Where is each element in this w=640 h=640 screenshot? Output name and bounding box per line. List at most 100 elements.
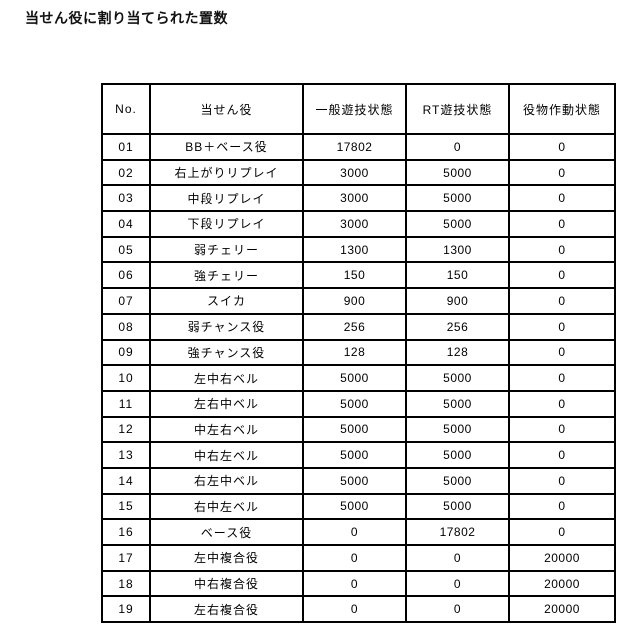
- cell-general: 0: [302, 518, 407, 546]
- table-row: 05 弱チェリー 1300 1300 0: [101, 235, 616, 264]
- cell-no: 14: [101, 466, 151, 495]
- cell-device: 0: [508, 184, 616, 213]
- cell-device: 0: [508, 441, 616, 469]
- table-row: 16 ベース役 0 17802 0: [101, 518, 616, 546]
- column-header-device: 役物作動状態: [508, 83, 616, 135]
- cell-general: 5000: [302, 492, 407, 521]
- cell-no: 09: [101, 338, 151, 367]
- cell-general: 5000: [302, 415, 407, 444]
- cell-device: 20000: [508, 544, 616, 572]
- cell-rt: 5000: [405, 492, 510, 521]
- cell-no: 06: [101, 261, 151, 290]
- cell-general: 900: [302, 287, 407, 315]
- table-row: 11 左右中ベル 5000 5000 0: [101, 389, 616, 418]
- cell-general: 256: [302, 312, 407, 341]
- cell-rt: 0: [405, 595, 510, 624]
- cell-general: 128: [302, 338, 407, 367]
- cell-no: 12: [101, 415, 151, 444]
- cell-rt: 5000: [405, 441, 510, 469]
- cell-no: 08: [101, 312, 151, 341]
- cell-no: 16: [101, 518, 151, 546]
- table-row: 17 左中複合役 0 0 20000: [101, 544, 616, 572]
- cell-role: ベース役: [149, 518, 304, 546]
- cell-general: 17802: [302, 133, 407, 161]
- cell-device: 0: [508, 210, 616, 238]
- cell-role: 強チャンス役: [149, 338, 304, 367]
- cell-role: 左右複合役: [149, 595, 304, 624]
- table-header-row: No. 当せん役 一般遊技状態 RT遊技状態 役物作動状態: [101, 83, 616, 135]
- cell-role: 右中左ベル: [149, 492, 304, 521]
- cell-rt: 5000: [405, 466, 510, 495]
- cell-general: 0: [302, 595, 407, 624]
- allocation-table: No. 当せん役 一般遊技状態 RT遊技状態 役物作動状態 01 BB＋ベース役 1…: [101, 83, 616, 624]
- cell-rt: 256: [405, 312, 510, 341]
- cell-general: 3000: [302, 210, 407, 238]
- cell-role: BB＋ベース役: [149, 133, 304, 161]
- cell-rt: 0: [405, 544, 510, 572]
- cell-role: 中右左ベル: [149, 441, 304, 469]
- cell-device: 0: [508, 466, 616, 495]
- cell-general: 3000: [302, 184, 407, 213]
- cell-device: 0: [508, 364, 616, 392]
- cell-role: 左中右ベル: [149, 364, 304, 392]
- cell-role: 弱チェリー: [149, 235, 304, 264]
- cell-general: 1300: [302, 235, 407, 264]
- cell-role: 中左右ベル: [149, 415, 304, 444]
- cell-rt: 5000: [405, 184, 510, 213]
- cell-no: 13: [101, 441, 151, 469]
- cell-general: 5000: [302, 364, 407, 392]
- cell-general: 5000: [302, 389, 407, 418]
- cell-no: 19: [101, 595, 151, 624]
- cell-device: 0: [508, 287, 616, 315]
- cell-role: 下段リプレイ: [149, 210, 304, 238]
- cell-no: 15: [101, 492, 151, 521]
- cell-rt: 17802: [405, 518, 510, 546]
- cell-device: 0: [508, 235, 616, 264]
- cell-general: 3000: [302, 158, 407, 187]
- page-title: 当せん役に割り当てられた置数: [25, 10, 228, 26]
- cell-role: 中段リプレイ: [149, 184, 304, 213]
- cell-general: 5000: [302, 441, 407, 469]
- table-row: 14 右左中ベル 5000 5000 0: [101, 466, 616, 495]
- cell-no: 04: [101, 210, 151, 238]
- table-row: 15 右中左ベル 5000 5000 0: [101, 492, 616, 521]
- cell-rt: 0: [405, 133, 510, 161]
- cell-rt: 128: [405, 338, 510, 367]
- table-row: 18 中右複合役 0 0 20000: [101, 569, 616, 598]
- cell-general: 5000: [302, 466, 407, 495]
- table-row: 03 中段リプレイ 3000 5000 0: [101, 184, 616, 213]
- table-row: 01 BB＋ベース役 17802 0 0: [101, 133, 616, 161]
- table-row: 10 左中右ベル 5000 5000 0: [101, 364, 616, 392]
- cell-device: 0: [508, 518, 616, 546]
- cell-role: スイカ: [149, 287, 304, 315]
- cell-no: 02: [101, 158, 151, 187]
- cell-rt: 900: [405, 287, 510, 315]
- cell-device: 0: [508, 158, 616, 187]
- cell-device: 0: [508, 312, 616, 341]
- table-row: 04 下段リプレイ 3000 5000 0: [101, 210, 616, 238]
- table-row: 02 右上がりリプレイ 3000 5000 0: [101, 158, 616, 187]
- table-body: 01 BB＋ベース役 17802 0 0 02 右上がりリプレイ 3000 5000 0 03 中段リ…: [101, 133, 616, 624]
- cell-rt: 1300: [405, 235, 510, 264]
- cell-device: 20000: [508, 569, 616, 598]
- cell-role: 右上がりリプレイ: [149, 158, 304, 187]
- cell-rt: 5000: [405, 158, 510, 187]
- cell-role: 左中複合役: [149, 544, 304, 572]
- cell-device: 0: [508, 389, 616, 418]
- table-row: 13 中右左ベル 5000 5000 0: [101, 441, 616, 469]
- column-header-general: 一般遊技状態: [302, 83, 407, 135]
- cell-no: 03: [101, 184, 151, 213]
- table-row: 19 左右複合役 0 0 20000: [101, 595, 616, 624]
- cell-rt: 5000: [405, 364, 510, 392]
- cell-general: 0: [302, 544, 407, 572]
- cell-device: 0: [508, 133, 616, 161]
- cell-general: 0: [302, 569, 407, 598]
- column-header-role: 当せん役: [149, 83, 304, 135]
- cell-no: 18: [101, 569, 151, 598]
- column-header-no: No.: [101, 83, 151, 135]
- cell-device: 0: [508, 261, 616, 290]
- cell-device: 0: [508, 338, 616, 367]
- column-header-rt: RT遊技状態: [405, 83, 510, 135]
- cell-role: 弱チャンス役: [149, 312, 304, 341]
- cell-rt: 0: [405, 569, 510, 598]
